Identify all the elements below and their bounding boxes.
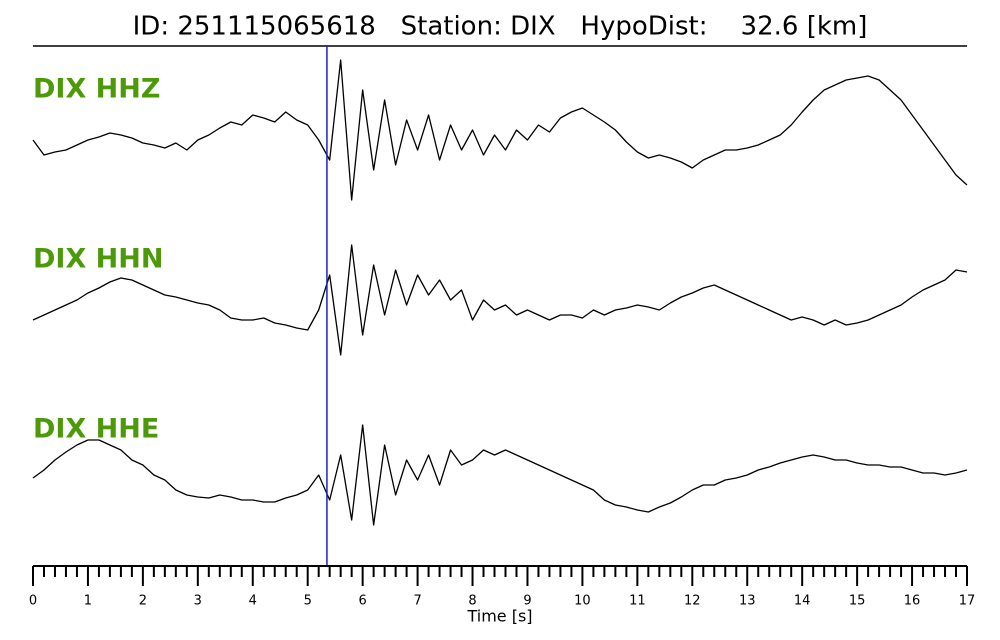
trace — [32, 424, 968, 526]
x-tick-label: 17 — [959, 594, 976, 609]
trace-label: DIX HHN — [33, 244, 163, 275]
x-tick-label: 9 — [523, 594, 531, 609]
x-tick-label: 11 — [629, 594, 646, 609]
x-tick-label: 1 — [84, 594, 92, 609]
chart-title: ID: 251115065618 Station: DIX HypoDist: … — [133, 12, 868, 42]
x-tick-label: 7 — [413, 594, 421, 609]
x-tick-label: 6 — [359, 594, 367, 609]
x-tick-label: 10 — [574, 594, 591, 609]
x-tick-label: 13 — [739, 594, 756, 609]
x-tick-label: 16 — [904, 594, 921, 609]
x-tick-label: 4 — [249, 594, 257, 609]
trace-label: DIX HHZ — [33, 74, 160, 105]
x-tick-label: 12 — [684, 594, 701, 609]
x-tick-label: 14 — [794, 594, 811, 609]
trace-label: DIX HHE — [33, 414, 159, 445]
x-tick-label: 5 — [304, 594, 312, 609]
x-tick-label: 8 — [468, 594, 476, 609]
x-tick-label: 3 — [194, 594, 202, 609]
x-tick-label: 0 — [29, 594, 37, 609]
x-axis-label: Time [s] — [466, 607, 532, 626]
x-tick-label: 15 — [849, 594, 866, 609]
x-tick-label: 2 — [139, 594, 147, 609]
trace — [32, 59, 968, 201]
trace — [32, 244, 968, 356]
